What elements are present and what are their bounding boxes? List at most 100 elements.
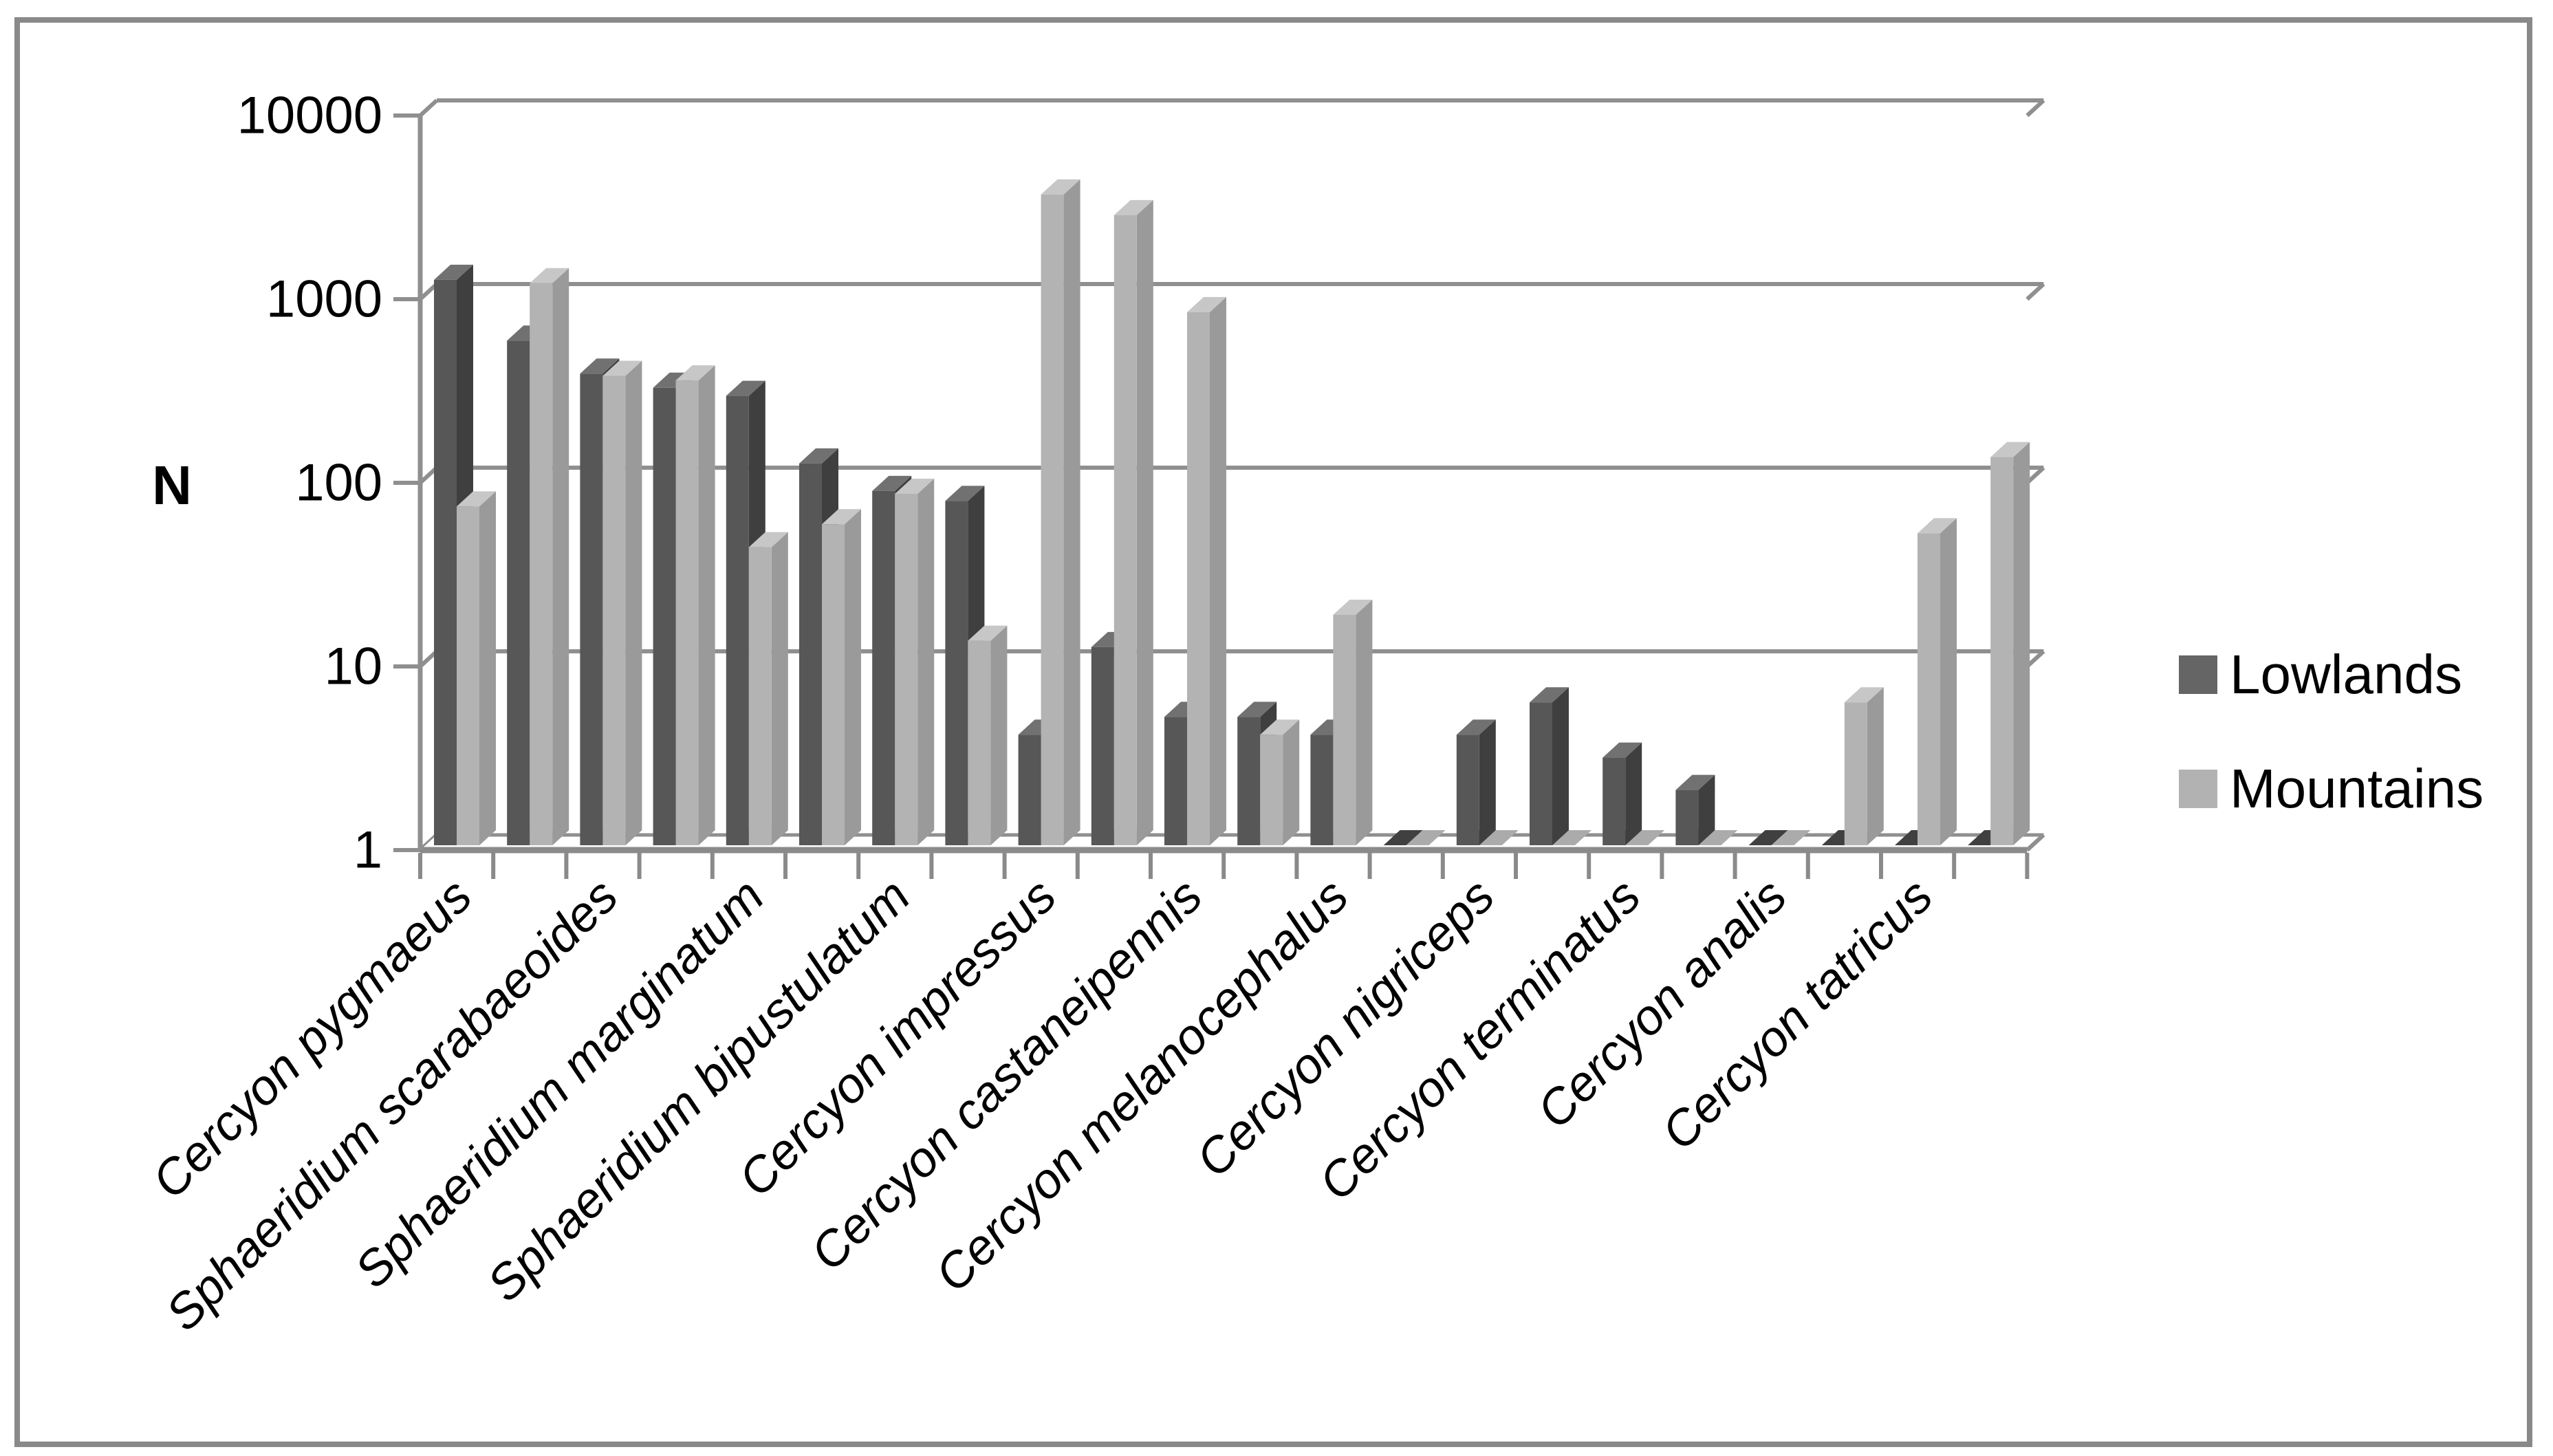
bar-mountains-9 (1041, 194, 1064, 845)
bar-mountains-6-side (845, 509, 861, 845)
gridline-end (2025, 98, 2045, 118)
bar-lowlands-12-top (1237, 702, 1277, 717)
y-tick-label: 1 (354, 821, 382, 880)
bar-mountains-6-top (822, 509, 861, 525)
bar-mountains-4-top (675, 365, 715, 381)
gridline-end (2025, 282, 2045, 301)
bar-lowlands-16-side (1552, 687, 1569, 845)
bar-base-mountains-16 (1552, 830, 1591, 845)
bar-lowlands-1 (434, 279, 457, 845)
bar-lowlands-8-top (945, 486, 985, 501)
bar-lowlands-13 (1310, 735, 1334, 845)
bar-lowlands-10 (1091, 646, 1114, 845)
legend-label-lowlands: Lowlands (2230, 644, 2463, 705)
bar-lowlands-17-side (1625, 742, 1642, 845)
bar-mountains-11-side (1210, 296, 1226, 845)
bar-lowlands-3-top (580, 358, 620, 374)
bar-mountains-4-side (698, 365, 715, 845)
bar-lowlands-2 (507, 340, 530, 846)
bar-mountains-1-top (457, 491, 496, 507)
bar-mountains-22 (1990, 457, 2014, 845)
bar-lowlands-1-top (434, 264, 473, 280)
bar-mountains-8 (968, 640, 991, 845)
bar-mountains-21-side (1940, 518, 1957, 845)
bar-mountains-3-side (625, 360, 642, 845)
bar-base-mountains-19 (1771, 830, 1811, 845)
gridline-end (2025, 466, 2045, 485)
legend-swatch-mountains (2179, 770, 2217, 808)
bar-mountains-20-side (1867, 687, 1884, 845)
bar-lowlands-18 (1675, 790, 1699, 845)
bar-mountains-9-side (1063, 179, 1080, 845)
figure-border (14, 17, 2532, 1447)
bar-base-mountains-14 (1406, 830, 1446, 845)
bar-lowlands-15 (1456, 735, 1479, 845)
bar-mountains-20 (1844, 702, 1867, 845)
bar-mountains-2-side (552, 268, 569, 845)
bar-mountains-12 (1260, 735, 1283, 845)
bar-base-lowlands-19 (1748, 830, 1788, 845)
legend-swatch-lowlands (2179, 655, 2217, 694)
y-tick-label: 100 (295, 454, 382, 512)
bar-mountains-13-top (1333, 599, 1373, 615)
y-tick-label: 10000 (237, 87, 382, 145)
bar-base-lowlands-14 (1383, 830, 1423, 845)
bar-lowlands-5 (726, 395, 749, 845)
bar-lowlands-15-side (1479, 719, 1496, 845)
gridline-jog (418, 98, 439, 118)
bar-lowlands-17-top (1603, 742, 1642, 758)
bar-lowlands-8 (945, 501, 968, 845)
bar-mountains-10-top (1113, 199, 1153, 215)
bar-mountains-3 (602, 376, 626, 845)
bar-lowlands-5-top (726, 380, 765, 396)
bar-lowlands-16 (1530, 702, 1552, 845)
bar-mountains-9-top (1041, 179, 1080, 195)
y-axis-title: N (152, 455, 192, 516)
legend-item-lowlands: Lowlands (2179, 644, 2463, 705)
bar-lowlands-9 (1018, 735, 1041, 845)
bar-mountains-10-side (1136, 199, 1153, 845)
bar-lowlands-18-side (1698, 774, 1715, 845)
bar-mountains-11 (1187, 312, 1210, 845)
bar-mountains-8-side (990, 625, 1008, 845)
bar-mountains-3-top (602, 360, 642, 376)
bar-lowlands-3 (580, 373, 603, 845)
legend-label-mountains: Mountains (2230, 758, 2484, 819)
bar-base-mountains-17 (1625, 830, 1665, 845)
y-tick-label: 10 (324, 638, 382, 696)
bar-lowlands-18-top (1675, 774, 1715, 790)
bar-mountains-6 (822, 524, 845, 845)
bar-lowlands-12 (1237, 717, 1261, 845)
bar-mountains-10 (1113, 215, 1137, 845)
bar-base-mountains-15 (1479, 830, 1519, 845)
bar-mountains-5-side (771, 532, 788, 845)
bar-base-mountains-18 (1698, 830, 1738, 845)
x-category-label: Cercyon analis (1527, 869, 1797, 1139)
bar-lowlands-17 (1603, 757, 1626, 845)
bar-mountains-22-top (1990, 442, 2030, 457)
bar-mountains-7 (895, 494, 918, 845)
bar-mountains-2 (530, 283, 553, 845)
bar-lowlands-6-top (799, 448, 838, 464)
bar-mountains-13-side (1356, 599, 1373, 845)
bar-lowlands-16-top (1530, 687, 1569, 703)
bar-mountains-20-top (1844, 687, 1884, 703)
bar-mountains-12-top (1260, 719, 1300, 735)
bar-lowlands-15-top (1456, 719, 1496, 735)
bar-mountains-21-top (1918, 518, 1957, 534)
bar-mountains-7-top (895, 479, 935, 495)
legend-item-mountains: Mountains (2179, 758, 2484, 819)
bar-mountains-5-top (748, 532, 788, 547)
bar-mountains-11-top (1187, 296, 1226, 312)
bar-mountains-8-top (968, 625, 1008, 641)
bar-lowlands-7 (872, 490, 895, 845)
y-tick-label: 1000 (266, 270, 382, 329)
x-category-label: Cercyon tatricus (1651, 869, 1943, 1160)
bar-mountains-12-side (1283, 719, 1300, 845)
bar-mountains-1 (457, 506, 479, 845)
bar-lowlands-11 (1164, 717, 1187, 845)
bar-lowlands-4 (653, 387, 676, 845)
floor-right-edge (2025, 833, 2045, 852)
